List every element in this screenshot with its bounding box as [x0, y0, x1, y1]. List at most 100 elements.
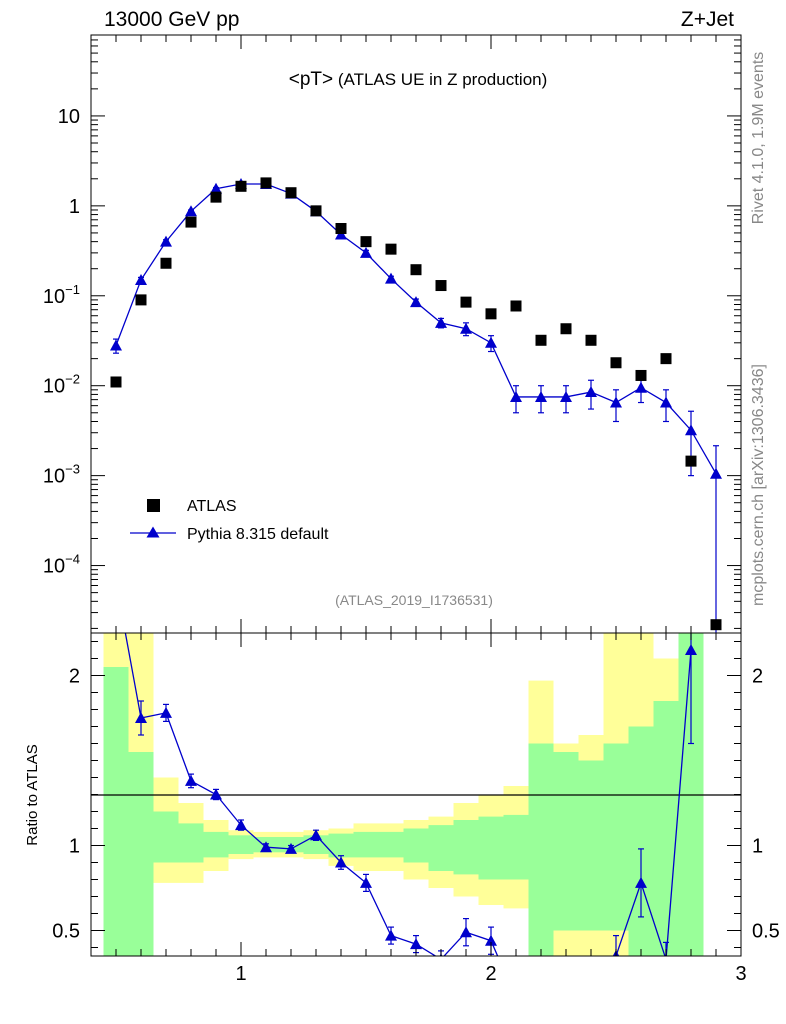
- band-green-bin: [178, 823, 204, 863]
- ratio-line: [124, 633, 692, 956]
- x-tick-label: 1: [235, 963, 246, 985]
- band-green-bin: [153, 811, 179, 863]
- y-tick-label-base: 10: [43, 466, 65, 488]
- x-tick-label: 3: [735, 963, 746, 985]
- data-point: [635, 369, 647, 381]
- y-tick-label-base: 10: [43, 376, 65, 398]
- data-point: [335, 223, 347, 235]
- ratio-point: [385, 929, 397, 941]
- band-green-bin: [528, 743, 554, 956]
- data-point: [235, 180, 247, 192]
- data-series: [110, 177, 722, 631]
- mc-point: [435, 316, 447, 328]
- data-point: [385, 243, 397, 255]
- band-green-bin: [128, 752, 154, 956]
- ratio-point: [285, 842, 297, 854]
- mc-point: [610, 396, 622, 408]
- legend-label-pythia: Pythia 8.315 default: [187, 526, 329, 543]
- ratio-mc-series: [124, 633, 697, 981]
- rivet-label: Rivet 4.1.0, 1.9M events: [750, 52, 767, 225]
- data-point: [185, 216, 197, 228]
- data-point: [660, 353, 672, 365]
- y-tick-label: 10−4: [43, 552, 80, 578]
- band-green-bin: [578, 760, 604, 931]
- data-point: [135, 294, 147, 306]
- ratio-point: [535, 970, 547, 981]
- ratio-point: [260, 841, 272, 853]
- ratio-point: [185, 774, 197, 786]
- legend-marker-pythia: [146, 526, 160, 538]
- mc-point: [410, 296, 422, 308]
- ratio-y-tick-label-right: 2: [752, 666, 763, 688]
- data-point: [710, 619, 722, 631]
- y-tick-label-base: 10: [58, 106, 80, 128]
- band-green-bin: [353, 831, 379, 858]
- ratio-y-tick-label-left: 2: [69, 666, 80, 688]
- data-point: [435, 280, 447, 292]
- band-green-bin: [653, 701, 679, 956]
- data-point: [610, 357, 622, 369]
- band-green-bin: [328, 833, 354, 858]
- data-point: [410, 264, 422, 276]
- ratio-y-tick-label-right: 1: [752, 836, 763, 858]
- mc-point: [560, 390, 572, 402]
- mc-point: [585, 386, 597, 398]
- mc-series: [110, 178, 722, 633]
- data-point: [260, 177, 272, 189]
- mc-point: [660, 396, 672, 408]
- band-green-bin: [553, 752, 579, 931]
- mc-point: [635, 381, 647, 393]
- data-point: [460, 296, 472, 308]
- data-point: [560, 323, 572, 335]
- y-tick-label: 10−2: [43, 372, 80, 398]
- mc-point: [485, 336, 497, 348]
- data-point: [510, 300, 522, 312]
- legend-marker-atlas: [147, 499, 160, 512]
- ratio-plot-panel: 1 2 3 0.5 0.5 1 1 2 2 Ratio to ATLAS: [24, 632, 780, 985]
- mc-point: [535, 390, 547, 402]
- band-green-bin: [203, 831, 229, 858]
- y-tick-label: 1: [69, 196, 80, 218]
- band-green-bin: [628, 726, 654, 956]
- band-green-bin: [478, 816, 504, 880]
- legend: ATLAS Pythia 8.315 default: [130, 498, 329, 543]
- y-tick-label-base: 10: [43, 556, 65, 578]
- mc-point: [710, 467, 722, 479]
- analysis-watermark: (ATLAS_2019_I1736531): [335, 592, 493, 608]
- band-green-bin: [303, 835, 329, 854]
- main-plot-frame: [90, 34, 742, 634]
- plot-title-sub: (ATLAS UE in Z production): [333, 70, 547, 89]
- band-green-bin: [428, 825, 454, 871]
- band-green-bin: [228, 835, 254, 854]
- main-plot-ticks: [90, 35, 742, 633]
- x-tick-label: 2: [485, 963, 496, 985]
- ratio-point: [410, 938, 422, 950]
- ratio-point: [485, 934, 497, 946]
- ratio-point: [635, 876, 647, 888]
- ratio-point: [360, 876, 372, 888]
- data-point: [585, 334, 597, 346]
- mc-point: [185, 205, 197, 217]
- ratio-point: [685, 644, 697, 655]
- y-tick-label: 10: [58, 106, 80, 128]
- ratio-point: [210, 788, 222, 800]
- y-tick-label-exponent: −4: [65, 552, 80, 567]
- band-green-bin: [403, 828, 429, 863]
- data-point: [535, 334, 547, 346]
- y-tick-label-base: 10: [43, 286, 65, 308]
- ratio-y-tick-label-left: 0.5: [52, 921, 80, 943]
- ratio-point: [585, 965, 597, 976]
- y-tick-label-base: 1: [69, 196, 80, 218]
- mc-point: [210, 182, 222, 194]
- data-point: [210, 191, 222, 203]
- mc-point: [160, 235, 172, 247]
- mc-point: [335, 228, 347, 240]
- header-right: Z+Jet: [681, 8, 734, 31]
- uncertainty-band-green: [103, 633, 704, 956]
- band-green-bin: [378, 831, 404, 858]
- y-tick-label-exponent: −2: [65, 372, 80, 387]
- y-tick-label-exponent: −3: [65, 462, 80, 477]
